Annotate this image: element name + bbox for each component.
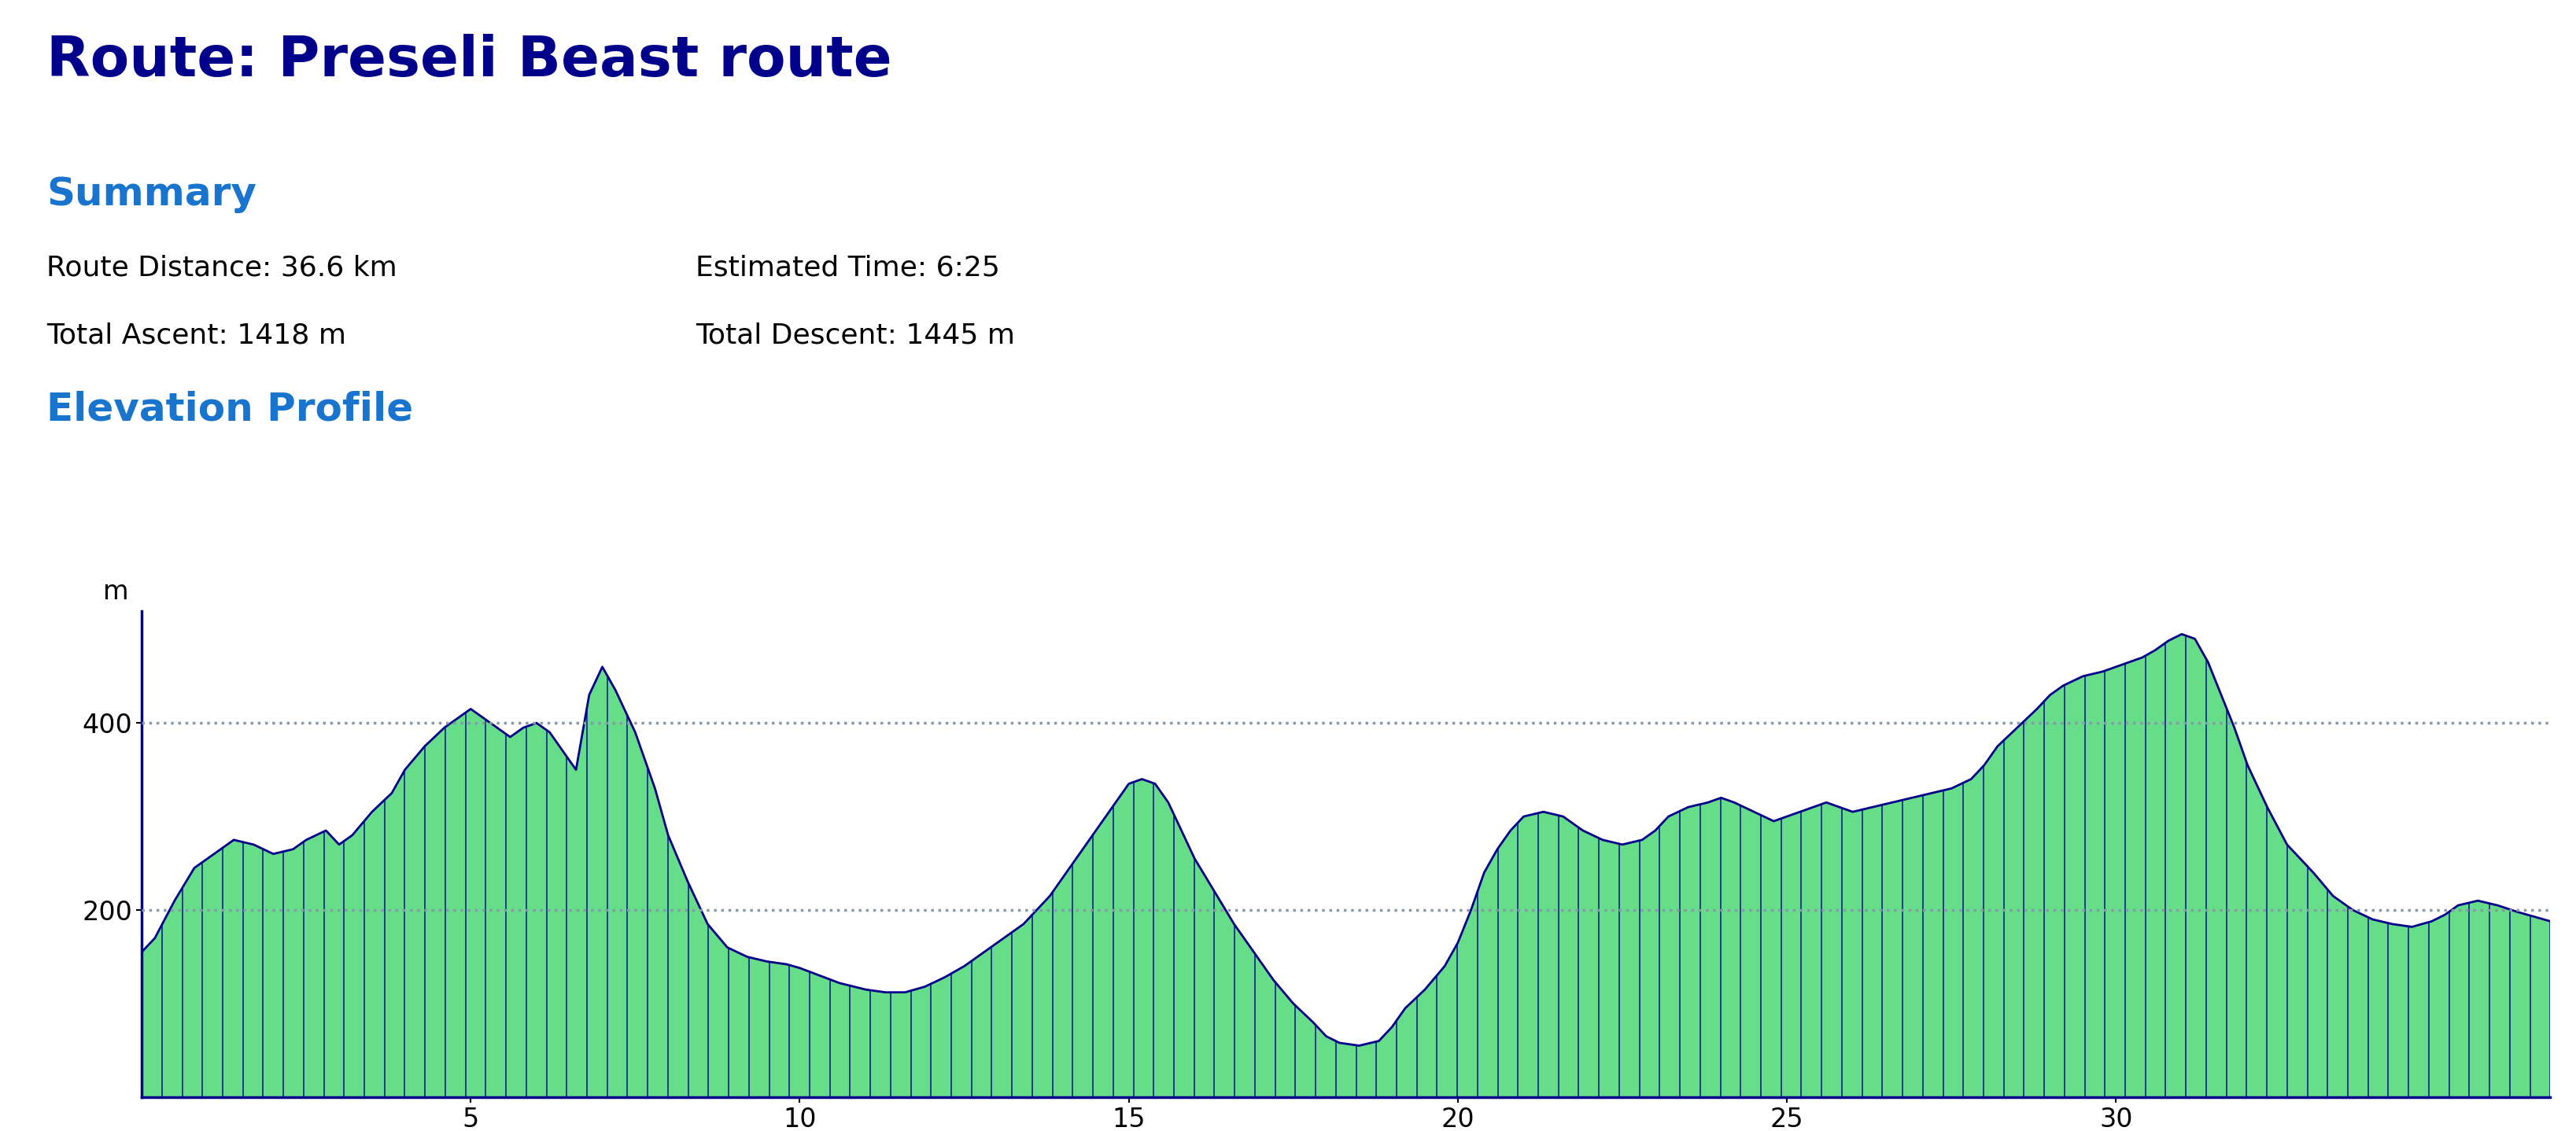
Text: m: m xyxy=(103,579,129,605)
Text: Route: Preseli Beast route: Route: Preseli Beast route xyxy=(46,34,891,88)
Text: Total Descent: 1445 m: Total Descent: 1445 m xyxy=(696,322,1015,349)
Text: Elevation Profile: Elevation Profile xyxy=(46,390,412,428)
Text: Total Ascent: 1418 m: Total Ascent: 1418 m xyxy=(46,322,345,349)
Text: Route Distance: 36.6 km: Route Distance: 36.6 km xyxy=(46,254,397,282)
Text: Estimated Time: 6:25: Estimated Time: 6:25 xyxy=(696,254,999,282)
Text: Summary: Summary xyxy=(46,175,258,213)
